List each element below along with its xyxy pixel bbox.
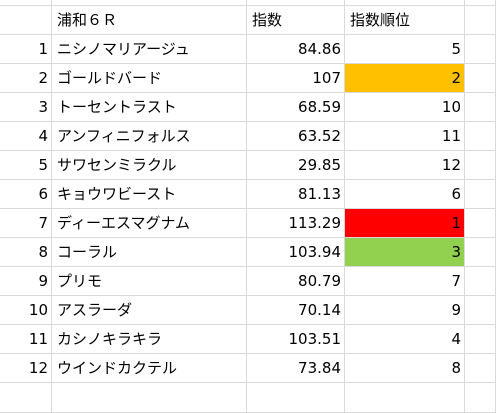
rank-value-cell[interactable]: 12 (345, 151, 465, 180)
grid-cell[interactable] (465, 267, 496, 296)
horse-name-cell[interactable]: アスラーダ (52, 296, 247, 325)
rank-value-cell-highlighted[interactable]: 2 (345, 64, 465, 93)
grid-cell[interactable] (52, 383, 247, 413)
horse-name-cell[interactable]: カシノキラキラ (52, 325, 247, 354)
header-index-cell[interactable]: 指数 (247, 6, 345, 35)
horse-name-cell[interactable]: ニシノマリアージュ (52, 35, 247, 64)
row-number-cell[interactable]: 12 (0, 354, 52, 383)
row-number-cell[interactable]: 3 (0, 93, 52, 122)
rank-value-cell[interactable]: 10 (345, 93, 465, 122)
horse-name-cell[interactable]: ディーエスマグナム (52, 209, 247, 238)
horse-name-cell[interactable]: コーラル (52, 238, 247, 267)
rank-value-cell-highlighted[interactable]: 3 (345, 238, 465, 267)
rank-value-cell[interactable]: 11 (345, 122, 465, 151)
horse-name-cell[interactable]: ウインドカクテル (52, 354, 247, 383)
index-value-cell[interactable]: 84.86 (247, 35, 345, 64)
row-number-cell[interactable]: 11 (0, 325, 52, 354)
horse-name-cell[interactable]: ゴールドバード (52, 64, 247, 93)
header-rank-cell[interactable]: 指数順位 (345, 6, 465, 35)
grid-cell[interactable] (465, 180, 496, 209)
rank-value-cell[interactable]: 5 (345, 35, 465, 64)
index-value-cell[interactable]: 68.59 (247, 93, 345, 122)
grid-cell[interactable] (247, 383, 345, 413)
index-value-cell[interactable]: 73.84 (247, 354, 345, 383)
rank-value-cell[interactable]: 4 (345, 325, 465, 354)
index-value-cell[interactable]: 103.51 (247, 325, 345, 354)
header-row-number-cell[interactable] (0, 6, 52, 35)
rank-value-cell[interactable]: 7 (345, 267, 465, 296)
horse-name-cell[interactable]: トーセントラスト (52, 93, 247, 122)
grid-cell[interactable] (465, 209, 496, 238)
grid-cell[interactable] (465, 122, 496, 151)
index-value-cell[interactable]: 81.13 (247, 180, 345, 209)
grid-cell[interactable] (465, 64, 496, 93)
row-number-cell[interactable]: 8 (0, 238, 52, 267)
grid-cell[interactable] (345, 0, 465, 6)
row-number-cell[interactable]: 4 (0, 122, 52, 151)
grid-cell[interactable] (465, 238, 496, 267)
grid-cell[interactable] (247, 0, 345, 6)
index-value-cell[interactable]: 103.94 (247, 238, 345, 267)
grid-cell[interactable] (0, 383, 52, 413)
grid-cell[interactable] (465, 35, 496, 64)
horse-name-cell[interactable]: サワセンミラクル (52, 151, 247, 180)
row-number-cell[interactable]: 2 (0, 64, 52, 93)
row-number-cell[interactable]: 5 (0, 151, 52, 180)
grid-cell[interactable] (465, 296, 496, 325)
rank-value-cell[interactable]: 9 (345, 296, 465, 325)
row-number-cell[interactable]: 9 (0, 267, 52, 296)
header-race-name-cell[interactable]: 浦和６Ｒ (52, 6, 247, 35)
horse-name-cell[interactable]: キョウワビースト (52, 180, 247, 209)
index-value-cell[interactable]: 107 (247, 64, 345, 93)
row-number-cell[interactable]: 7 (0, 209, 52, 238)
index-value-cell[interactable]: 29.85 (247, 151, 345, 180)
rank-value-cell[interactable]: 8 (345, 354, 465, 383)
grid-cell[interactable] (465, 354, 496, 383)
row-number-cell[interactable]: 6 (0, 180, 52, 209)
horse-name-cell[interactable]: プリモ (52, 267, 247, 296)
horse-name-cell[interactable]: アンフィニフォルス (52, 122, 247, 151)
row-number-cell[interactable]: 1 (0, 35, 52, 64)
grid-cell[interactable] (345, 383, 465, 413)
row-number-cell[interactable]: 10 (0, 296, 52, 325)
rank-value-cell[interactable]: 6 (345, 180, 465, 209)
index-value-cell[interactable]: 63.52 (247, 122, 345, 151)
grid-cell[interactable] (465, 151, 496, 180)
grid-cell[interactable] (465, 383, 496, 413)
grid-cell[interactable] (465, 325, 496, 354)
grid-cell[interactable] (465, 93, 496, 122)
grid-cell[interactable] (465, 6, 496, 35)
rank-value-cell-highlighted[interactable]: 1 (345, 209, 465, 238)
index-value-cell[interactable]: 113.29 (247, 209, 345, 238)
grid-cell[interactable] (52, 0, 247, 6)
index-value-cell[interactable]: 70.14 (247, 296, 345, 325)
index-value-cell[interactable]: 80.79 (247, 267, 345, 296)
grid-cell[interactable] (0, 0, 52, 6)
